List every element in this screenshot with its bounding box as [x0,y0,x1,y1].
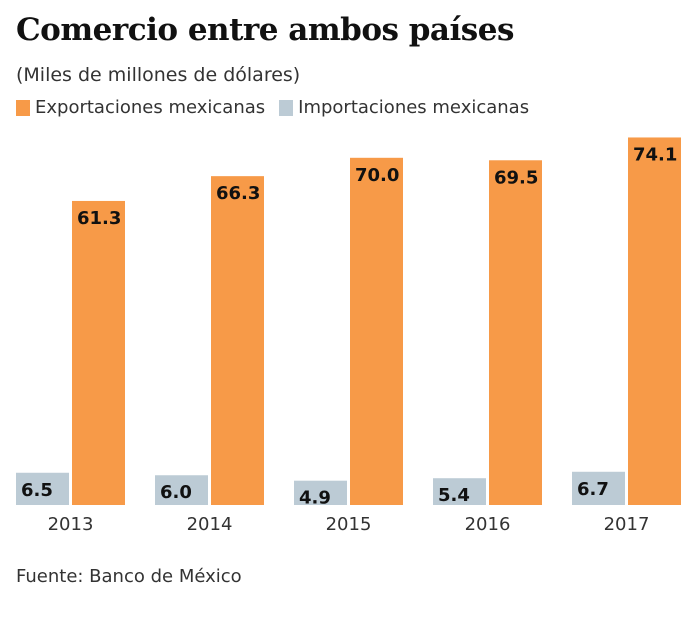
data-label: 5.4 [438,485,470,506]
chart-subtitle: (Miles de millones de dólares) [16,64,301,86]
bar-importaciones-2017 [572,471,625,505]
legend-label: Exportaciones mexicanas [35,97,266,118]
bar-importaciones-2015 [294,480,347,505]
legend-label: Importaciones mexicanas [298,97,530,118]
x-tick-label: 2017 [604,514,650,535]
data-label: 6.0 [160,482,192,503]
chart-title: Comercio entre ambos países [16,12,514,48]
bar-exportaciones-2013 [72,200,125,505]
bar-exportaciones-2016 [489,160,542,505]
data-label: 66.3 [216,183,260,204]
bar-importaciones-2013 [16,472,69,505]
data-label: 70.0 [355,165,399,186]
legend-swatch [16,99,30,116]
x-tick-label: 2016 [465,514,511,535]
data-label: 61.3 [77,208,121,229]
legend: Exportaciones mexicanas Importaciones me… [16,97,543,118]
data-label: 74.1 [633,144,677,165]
bar-exportaciones-2014 [211,176,264,506]
bar-exportaciones-2017 [628,137,681,506]
data-label: 6.7 [577,479,609,500]
legend-item-importaciones: Importaciones mexicanas [279,97,529,118]
data-label: 6.5 [21,480,53,501]
bar-importaciones-2014 [155,475,208,505]
legend-item-exportaciones: Exportaciones mexicanas [16,97,265,118]
data-label: 4.9 [299,488,331,509]
bar-exportaciones-2015 [350,157,403,506]
bar-importaciones-2016 [433,478,486,505]
data-label: 69.5 [494,167,538,188]
source-note: Fuente: Banco de México [16,566,242,587]
x-tick-label: 2013 [48,514,94,535]
x-tick-label: 2014 [187,514,233,535]
x-tick-label: 2015 [326,514,372,535]
legend-swatch [279,99,294,116]
